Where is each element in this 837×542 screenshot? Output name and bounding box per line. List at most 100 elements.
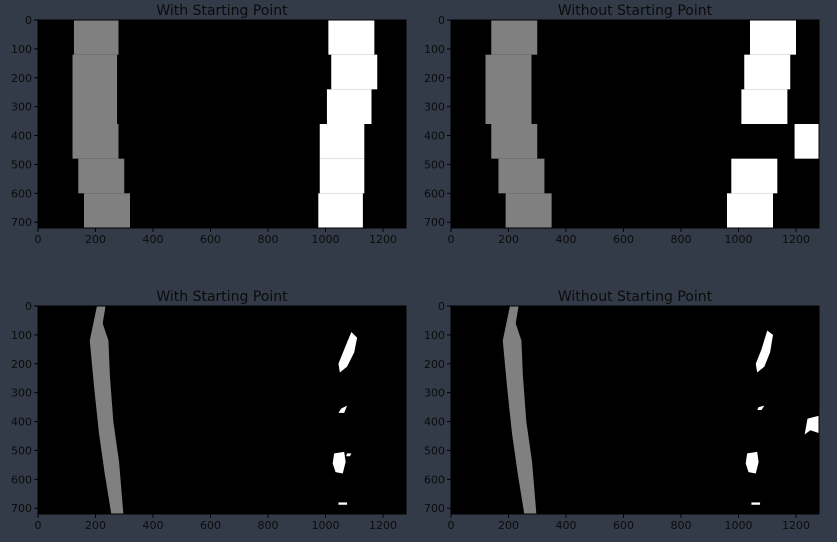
y-tick-label: 0 xyxy=(438,300,445,313)
x-tick-label: 1200 xyxy=(369,233,397,246)
y-tick-label: 400 xyxy=(11,130,32,143)
left-window-3 xyxy=(72,124,119,159)
y-tick-label: 400 xyxy=(11,416,32,429)
y-tick-label: 0 xyxy=(25,14,32,27)
right-lane-pixels-4 xyxy=(346,453,352,457)
y-tick-label: 700 xyxy=(424,502,445,515)
x-tick-label: 0 xyxy=(35,233,42,246)
x-tick-label: 400 xyxy=(143,233,164,246)
right-window-3 xyxy=(326,89,372,124)
y-tick-label: 100 xyxy=(424,43,445,56)
axes-frame xyxy=(37,19,407,229)
x-tick-label: 800 xyxy=(671,519,692,532)
x-tick-label: 1000 xyxy=(725,233,753,246)
x-tick-label: 1200 xyxy=(369,519,397,532)
y-tick-label: 500 xyxy=(424,158,445,171)
y-tick-label: 600 xyxy=(424,187,445,200)
right-window-4 xyxy=(794,124,819,159)
y-tick-label: 200 xyxy=(11,358,32,371)
x-tick-label: 200 xyxy=(85,233,106,246)
right-window-1 xyxy=(328,20,375,55)
y-tick-label: 700 xyxy=(424,216,445,229)
y-tick-label: 0 xyxy=(438,14,445,27)
y-tick-label: 200 xyxy=(424,72,445,85)
right-lane-pixels-5 xyxy=(338,502,348,505)
left-window-5 xyxy=(84,193,130,228)
right-lane-pixels-1 xyxy=(755,330,773,373)
x-tick-label: 0 xyxy=(448,519,455,532)
x-tick-label: 400 xyxy=(556,233,577,246)
axes-frame xyxy=(450,305,820,515)
y-tick-label: 100 xyxy=(11,329,32,342)
right-window-5 xyxy=(731,158,778,194)
x-tick-label: 200 xyxy=(498,233,519,246)
left-window-2 xyxy=(485,54,532,124)
y-tick-label: 700 xyxy=(11,502,32,515)
left-window-4 xyxy=(498,158,545,194)
x-tick-label: 400 xyxy=(556,519,577,532)
right-lane-pixels-3 xyxy=(745,451,759,474)
x-tick-label: 0 xyxy=(35,519,42,532)
left-window-2 xyxy=(72,54,118,124)
y-tick-label: 600 xyxy=(11,473,32,486)
panel-title: Without Starting Point xyxy=(558,289,713,305)
right-window-5 xyxy=(319,158,365,194)
y-tick-label: 700 xyxy=(11,216,32,229)
left-window-1 xyxy=(73,20,119,55)
y-tick-label: 400 xyxy=(424,416,445,429)
x-tick-label: 800 xyxy=(258,519,279,532)
y-tick-label: 600 xyxy=(424,473,445,486)
left-window-3 xyxy=(491,124,538,159)
left-window-5 xyxy=(505,193,552,228)
right-window-2 xyxy=(331,54,378,90)
panel-title: With Starting Point xyxy=(156,289,288,305)
x-tick-label: 1200 xyxy=(782,519,810,532)
left-window-4 xyxy=(78,158,125,194)
x-tick-label: 800 xyxy=(671,233,692,246)
right-lane-pixels-5 xyxy=(751,502,761,505)
y-tick-label: 100 xyxy=(424,329,445,342)
y-tick-label: 300 xyxy=(424,101,445,114)
panel-title: With Starting Point xyxy=(156,3,288,19)
right-lane-pixels-2 xyxy=(757,405,765,410)
axes-frame xyxy=(450,19,820,229)
x-tick-label: 1200 xyxy=(782,233,810,246)
x-tick-label: 1000 xyxy=(312,233,340,246)
x-tick-label: 200 xyxy=(85,519,106,532)
x-tick-label: 600 xyxy=(200,233,221,246)
y-tick-label: 0 xyxy=(25,300,32,313)
y-tick-label: 100 xyxy=(11,43,32,56)
x-tick-label: 800 xyxy=(258,233,279,246)
x-tick-label: 1000 xyxy=(725,519,753,532)
right-window-1 xyxy=(750,20,796,55)
x-tick-label: 600 xyxy=(613,233,634,246)
y-tick-label: 600 xyxy=(11,187,32,200)
y-tick-label: 300 xyxy=(11,101,32,114)
left-lane-pixels-1 xyxy=(89,306,124,514)
x-tick-label: 600 xyxy=(613,519,634,532)
y-tick-label: 300 xyxy=(424,387,445,400)
x-tick-label: 1000 xyxy=(312,519,340,532)
right-window-2 xyxy=(744,54,791,90)
y-tick-label: 400 xyxy=(424,130,445,143)
right-lane-pixels-3 xyxy=(332,451,346,474)
left-window-1 xyxy=(491,20,538,55)
y-tick-label: 200 xyxy=(11,72,32,85)
panel-title: Without Starting Point xyxy=(558,3,713,19)
y-tick-label: 500 xyxy=(11,158,32,171)
right-lane-pixels-2 xyxy=(338,405,348,413)
right-window-6 xyxy=(318,193,363,228)
x-tick-label: 400 xyxy=(143,519,164,532)
y-tick-label: 200 xyxy=(424,358,445,371)
x-tick-label: 200 xyxy=(498,519,519,532)
left-lane-pixels-1 xyxy=(502,306,537,514)
y-tick-label: 500 xyxy=(11,444,32,457)
axes-frame xyxy=(37,305,407,515)
x-tick-label: 0 xyxy=(448,233,455,246)
x-tick-label: 600 xyxy=(200,519,221,532)
y-tick-label: 300 xyxy=(11,387,32,400)
